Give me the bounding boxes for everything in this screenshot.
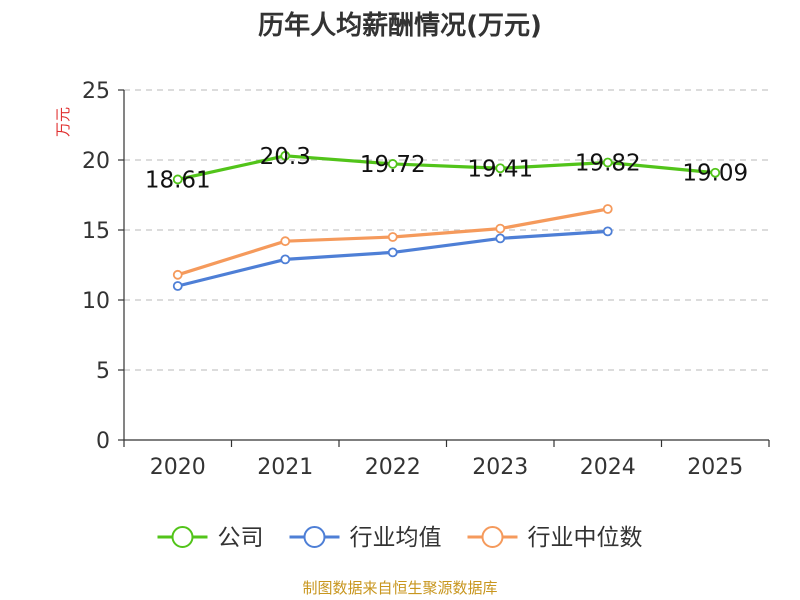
source-note: 制图数据来自恒生聚源数据库 (302, 579, 497, 597)
x-tick-label: 2021 (257, 455, 313, 480)
y-tick-label: 5 (96, 359, 110, 384)
legend-marker-icon (303, 526, 326, 548)
data-point (172, 281, 183, 291)
data-point (495, 223, 506, 234)
grid-lines (124, 89, 769, 371)
data-label: 19.41 (467, 156, 533, 182)
series-line-0 (177, 154, 716, 182)
x-tick-label: 2022 (365, 455, 421, 480)
x-tick-label: 2025 (687, 455, 743, 480)
data-label: 20.3 (260, 144, 311, 170)
chart-title: 历年人均薪酬情况(万元) (258, 10, 542, 41)
y-tick-label: 25 (82, 79, 110, 104)
y-tick-label: 0 (96, 429, 110, 454)
legend-label: 行业均值 (350, 525, 442, 551)
data-point (495, 233, 506, 244)
legend-marker-icon (481, 526, 504, 548)
legend-item-0[interactable]: 公司 (157, 525, 264, 551)
data-point (387, 247, 398, 258)
legend-label: 公司 (218, 525, 264, 551)
data-point (495, 163, 506, 174)
legend-item-2[interactable]: 行业中位数 (467, 525, 643, 551)
legend[interactable]: 公司 行业均值 行业中位数 (157, 525, 643, 551)
data-point (280, 150, 291, 161)
data-point (602, 157, 613, 168)
data-point (710, 167, 721, 178)
legend-label: 行业中位数 (528, 525, 643, 551)
x-tick-label: 2020 (150, 455, 206, 480)
data-point (387, 159, 398, 169)
y-tick-label: 15 (82, 219, 110, 244)
y-tick-label: 10 (82, 289, 110, 314)
data-point (280, 254, 291, 265)
data-point (280, 236, 291, 247)
data-point (172, 174, 183, 185)
legend-marker-icon (171, 526, 194, 548)
legend-item-1[interactable]: 行业均值 (289, 525, 442, 551)
data-point (387, 232, 398, 242)
y-tick-label: 20 (82, 149, 110, 174)
data-point (602, 226, 613, 237)
data-label: 19.82 (575, 151, 641, 177)
x-tick-label: 2024 (580, 455, 636, 480)
data-labels: 18.61 20.3 19.72 19.41 19.82 19.09 (145, 144, 748, 194)
data-label: 19.72 (360, 152, 426, 178)
data-point (602, 204, 613, 214)
data-label: 18.61 (145, 167, 211, 193)
series-lines (172, 150, 721, 291)
data-label: 19.09 (682, 161, 748, 187)
x-tick-label: 2023 (472, 455, 528, 480)
y-axis-unit: 万元 (54, 107, 72, 137)
data-point (172, 269, 183, 280)
